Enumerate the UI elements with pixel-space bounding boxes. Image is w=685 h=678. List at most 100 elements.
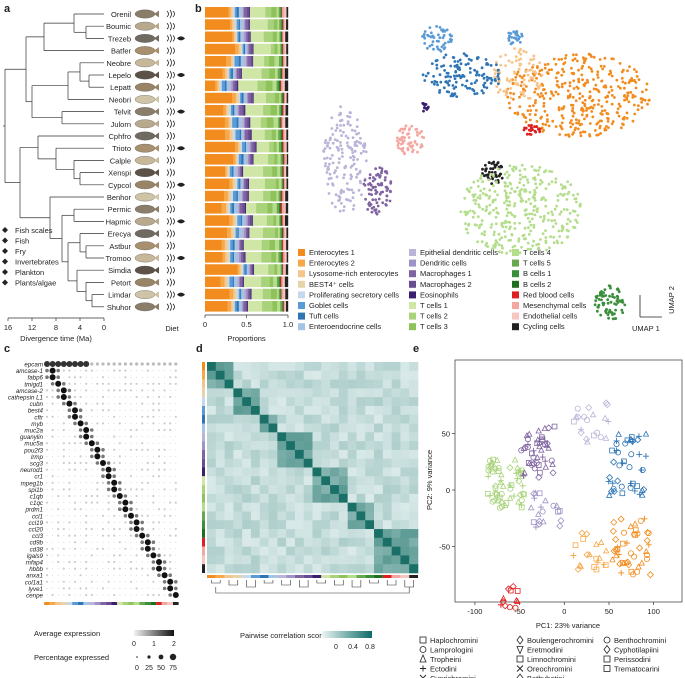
umap-point [557,85,561,89]
dot-marker [68,593,71,597]
legend-swatch [298,323,305,331]
dot-marker [96,475,98,477]
legend-swatch [512,270,519,278]
bar-segment [278,190,281,202]
dot-marker [108,515,110,517]
umap-point [337,113,341,117]
heatmap-cell [233,458,243,468]
dot-marker [113,455,115,457]
dot-marker [80,469,82,471]
pca-point [642,453,649,460]
umap-point [596,76,600,79]
dot-marker [124,594,126,596]
umap-point [610,122,614,126]
umap-point [334,205,337,209]
diet-fish-icon [177,73,185,77]
bar-segment [279,92,282,104]
axis-label: Proportions [227,334,266,343]
dot-marker [68,541,70,543]
umap-point [619,86,622,90]
dot-marker [63,495,65,497]
dot-marker [102,416,104,418]
dot-marker [113,567,116,570]
bar-segment [284,215,289,226]
dot-marker [129,520,133,525]
pca-point [542,463,550,470]
dendrogram-branch [281,580,291,586]
dot-marker [164,409,166,411]
bar-segment [249,227,264,239]
umap-point [580,73,584,77]
dot-marker [158,389,160,391]
heatmap-cell [303,467,313,477]
legend-shape [516,646,524,655]
pca-point [615,430,622,437]
heatmap-cell [382,388,392,398]
bar-segment [205,203,222,214]
umap-point [559,124,562,128]
umap-point [534,109,538,112]
pca-point [499,482,507,489]
dot-marker [124,574,126,576]
umap-point [550,219,554,223]
umap-point [544,241,548,245]
dot-marker [80,548,82,550]
umap-point [571,132,574,136]
umap-point [583,130,587,134]
umap-point [532,225,536,229]
umap-point [585,106,589,110]
bar-segment [215,80,218,92]
dot-marker [96,389,98,391]
dot-marker [141,370,143,372]
dot-marker [174,580,178,584]
umap-point [496,161,500,164]
dot-marker [62,567,65,570]
umap-point [371,179,375,183]
dot-marker [74,429,76,431]
bar-segment [281,105,283,116]
umap-cluster-tcells [459,163,582,255]
dot-marker [158,436,160,438]
pca-point [637,517,644,524]
legend-swatch [298,270,305,278]
dot-marker [52,502,54,504]
umap-point [588,122,592,125]
bar-segment [261,252,272,263]
umap-point [572,193,575,197]
bar-segment [252,215,268,226]
heatmap-cell [347,449,357,460]
umap-point [560,114,564,117]
dot-marker [91,475,93,477]
dot-marker [119,535,121,537]
pca-point [515,498,522,505]
heatmap-cell [391,379,401,389]
heatmap-cell [303,502,313,512]
pca-point [631,531,638,538]
gene-label: lyve1 [29,586,43,593]
umap-point [352,162,356,166]
umap-point [555,239,559,243]
umap-point [479,177,482,180]
umap-point [499,63,503,67]
umap-point [537,242,540,246]
heatmap-cell [347,414,357,424]
umap-point [350,188,354,192]
bar-segment [280,154,283,165]
legend-swatch [409,280,416,288]
bar-segment [286,252,289,263]
heatmap-cell [286,564,296,574]
dot-marker [152,535,154,537]
dot-marker [124,581,126,583]
pca-point [627,484,634,491]
bar-segment [236,31,238,43]
umap-point [485,75,489,79]
heatmap-cell [347,441,357,451]
umap-point [442,34,446,37]
umap-point [509,96,513,100]
dot-marker [163,422,166,425]
umap-point [478,194,482,197]
dot-marker [158,515,160,517]
dot-marker [130,416,132,418]
bar-segment [234,288,237,300]
bar-segment [238,227,242,239]
